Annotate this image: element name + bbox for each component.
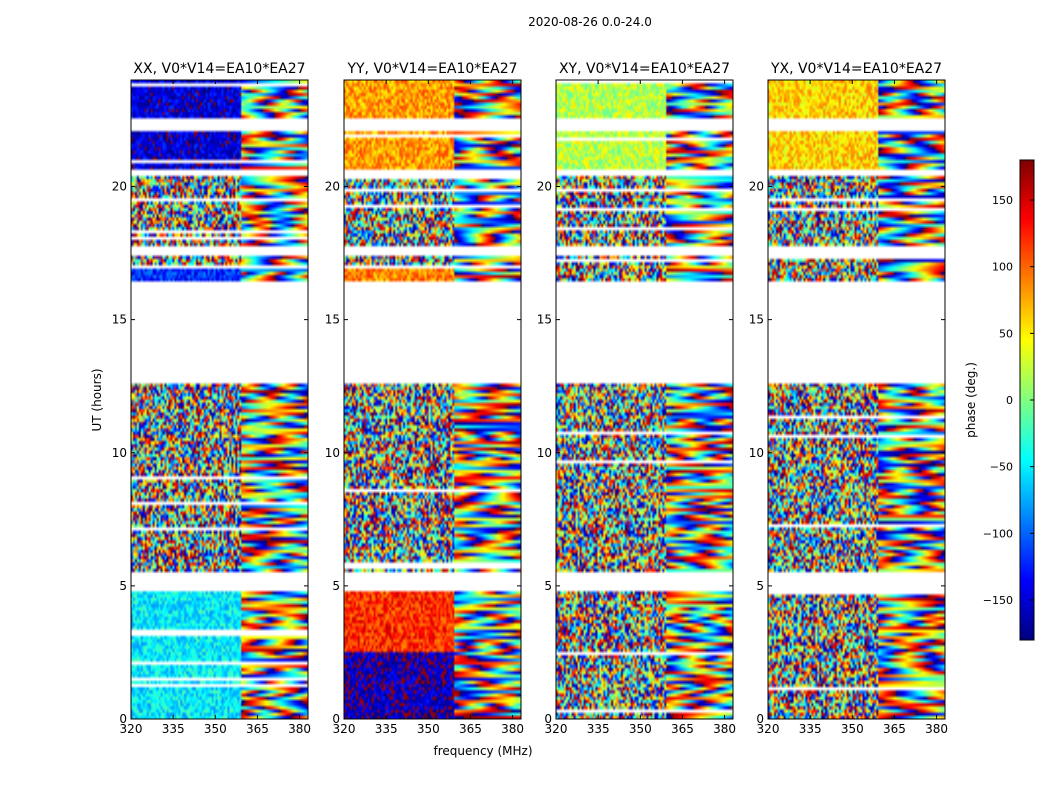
colorbar-label: phase (deg.) [964,362,978,438]
x-tick-label: 320 [333,722,356,736]
y-tick-label: 10 [112,446,127,460]
panel-title: XX, V0*V14=EA10*EA27 [133,61,305,77]
y-tick-label: 0 [756,712,764,726]
x-tick-label: 320 [545,722,568,736]
x-tick-label: 335 [799,722,822,736]
colorbar-tick-label: 100 [992,261,1013,274]
y-tick-label: 15 [749,313,764,327]
y-tick-label: 20 [749,180,764,194]
colorbar-tick-label: 50 [999,327,1013,340]
x-tick-label: 335 [375,722,398,736]
y-tick-label: 20 [325,180,340,194]
y-tick-label: 15 [112,313,127,327]
panel-title: YX, V0*V14=EA10*EA27 [770,61,942,77]
colorbar-tick-label: −50 [990,461,1013,474]
colorbar-tick-label: 0 [1006,394,1013,407]
colorbar-tick-label: −150 [983,594,1013,607]
x-tick-label: 365 [459,722,482,736]
shared-y-axis-label: UT (hours) [90,368,104,431]
heatmap-image [131,80,308,719]
heatmap-image [344,80,521,719]
y-tick-label: 5 [332,579,340,593]
colorbar-tick-label: 150 [992,194,1013,207]
y-tick-label: 5 [544,579,552,593]
x-tick-label: 350 [417,722,440,736]
x-tick-label: 350 [204,722,227,736]
x-tick-label: 365 [671,722,694,736]
panel-frame [555,79,734,720]
x-tick-label: 380 [501,722,524,736]
colorbar-tick-label: −100 [983,527,1013,540]
panel-frame [343,79,522,720]
panel-yx: YX, V0*V14=EA10*EA27 320 335 350 365 380 0 5 10 1… [749,61,948,736]
x-tick-label: 380 [925,722,948,736]
y-tick-label: 0 [119,712,127,726]
figure-suptitle: 2020-08-26 0.0-24.0 [528,15,652,29]
panel-xx: XX, V0*V14=EA10*EA27 320 335 350 365 380 0 5 10 1… [112,61,311,736]
x-tick-label: 320 [120,722,143,736]
y-tick-label: 5 [119,579,127,593]
y-tick-label: 0 [544,712,552,726]
heatmap-image [768,80,945,719]
shared-x-axis-label: frequency (MHz) [433,744,532,758]
x-tick-label: 365 [246,722,269,736]
x-tick-label: 380 [288,722,311,736]
y-tick-label: 20 [112,180,127,194]
y-tick-label: 10 [749,446,764,460]
panel-frame [130,79,309,720]
colorbar: 150 100 50 0 −50 −100 −150 phase (deg.) [964,159,1035,641]
y-tick-label: 0 [332,712,340,726]
x-tick-label: 365 [883,722,906,736]
x-tick-label: 335 [587,722,610,736]
y-tick-label: 10 [537,446,552,460]
x-tick-label: 380 [713,722,736,736]
x-tick-label: 350 [629,722,652,736]
colorbar-ticks: 150 100 50 0 −50 −100 −150 [983,194,1034,607]
y-tick-label: 15 [325,313,340,327]
panel-yy: YY, V0*V14=EA10*EA27 320 335 350 365 380 0 5 10 1… [325,61,524,736]
y-tick-label: 15 [537,313,552,327]
panel-xy: XY, V0*V14=EA10*EA27 320 335 350 365 380 0 5 10 1… [537,61,736,736]
y-tick-label: 5 [756,579,764,593]
heatmap-image [556,80,733,719]
panel-frame [767,79,946,720]
y-tick-label: 10 [325,446,340,460]
panels-group: XX, V0*V14=EA10*EA27 320 335 350 365 380 0 5 10 1… [112,61,948,736]
y-tick-label: 20 [537,180,552,194]
panel-title: XY, V0*V14=EA10*EA27 [559,61,730,77]
x-tick-label: 350 [841,722,864,736]
panel-title: YY, V0*V14=EA10*EA27 [346,61,517,77]
x-tick-label: 320 [757,722,780,736]
x-tick-label: 335 [162,722,185,736]
